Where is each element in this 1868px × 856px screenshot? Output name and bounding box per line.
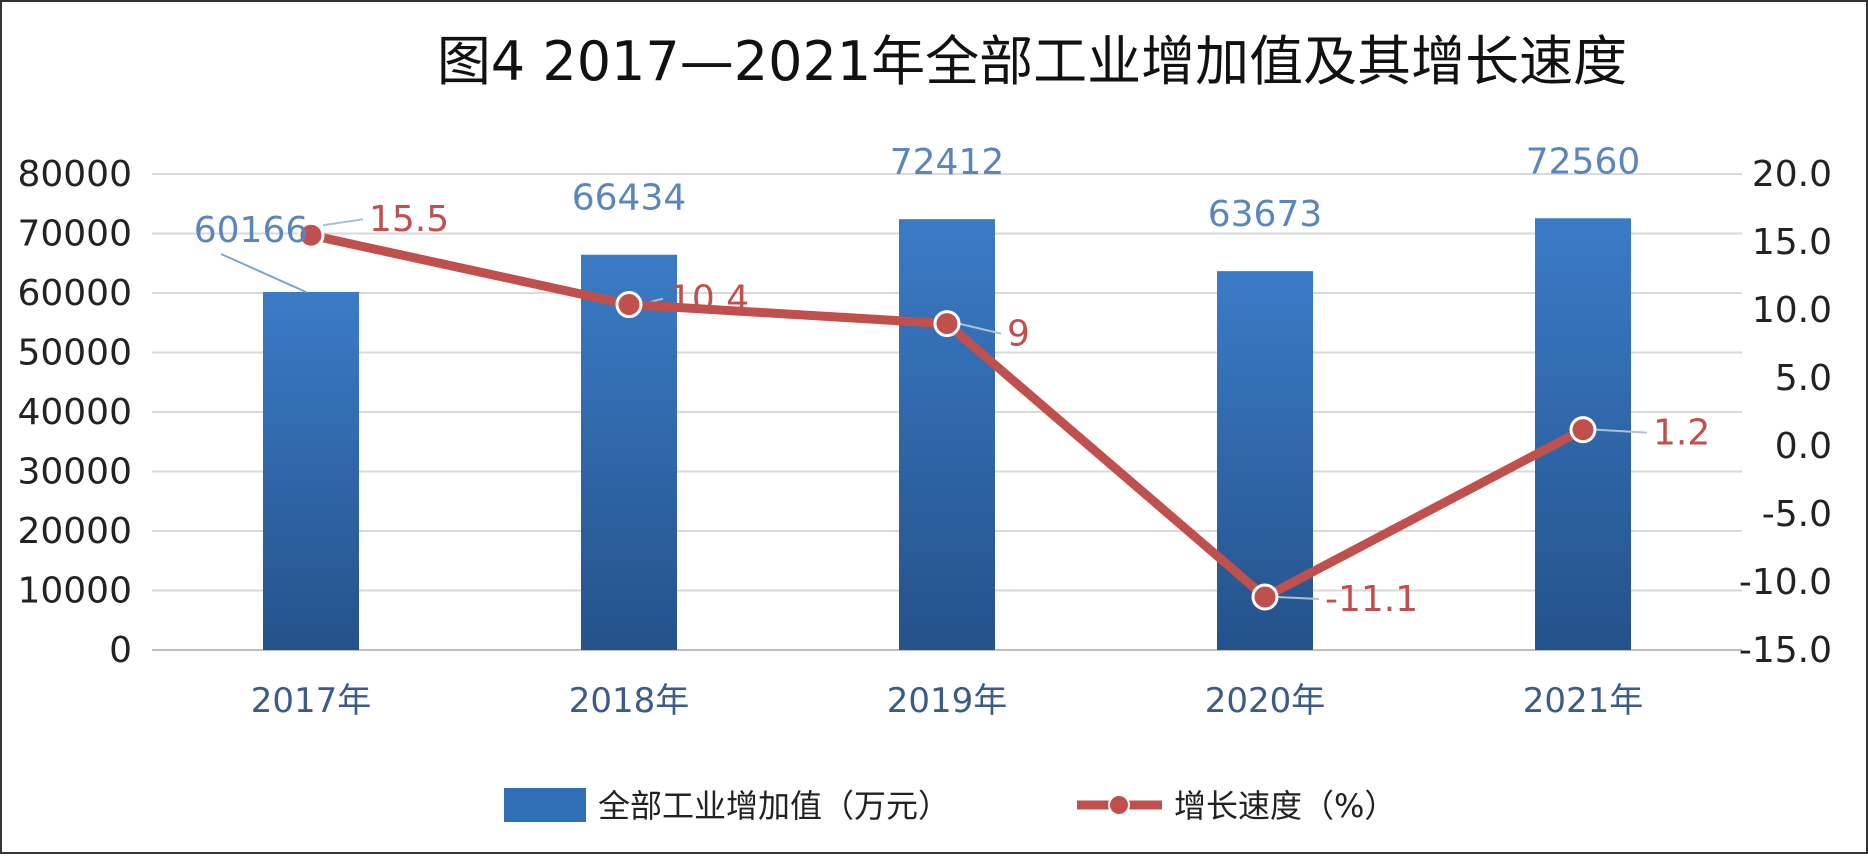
legend-swatch-marker — [1108, 794, 1130, 816]
bars — [263, 218, 1631, 650]
left-axis-ticks: 80000 70000 60000 50000 40000 30000 20000 10000… — [17, 154, 132, 671]
y-left-tick-label: 60000 — [17, 273, 132, 314]
line-value-label: -11.1 — [1325, 579, 1418, 620]
y-left-tick-label: 80000 — [17, 154, 132, 195]
line-point — [297, 221, 325, 249]
legend-label-line: 增长速度（%） — [1174, 787, 1396, 825]
line-value-label: 9 — [1007, 314, 1030, 355]
line-point — [1569, 416, 1597, 444]
bar-value-label: 72412 — [890, 142, 1005, 183]
bar-value-label: 66434 — [572, 178, 687, 219]
y-right-tick-label: 0.0 — [1775, 426, 1832, 467]
y-left-tick-label: 50000 — [17, 333, 132, 374]
bar — [899, 219, 995, 650]
data-labels: 60166 66434 72412 63673 72560 15.5 10.4 9 -11.1 1… — [194, 141, 1711, 620]
line-value-label: 10.4 — [669, 279, 749, 320]
chart-title: 图4 2017—2021年全部工业增加值及其增长速度 — [437, 30, 1627, 93]
y-left-tick-label: 70000 — [17, 214, 132, 255]
y-right-tick-label: 10.0 — [1752, 290, 1832, 331]
line-value-label: 15.5 — [369, 199, 449, 240]
x-tick-label: 2018年 — [569, 681, 690, 721]
bar — [263, 292, 359, 650]
y-left-tick-label: 20000 — [17, 511, 132, 552]
legend-swatch-bar — [504, 788, 586, 822]
legend-label-bar: 全部工业增加值（万元） — [598, 787, 950, 825]
x-tick-label: 2021年 — [1523, 681, 1644, 721]
bar-value-label: 60166 — [194, 210, 309, 251]
y-right-tick-label: -10.0 — [1739, 562, 1832, 603]
y-right-tick-label: 20.0 — [1752, 154, 1832, 195]
legend: 全部工业增加值（万元） 增长速度（%） — [504, 787, 1396, 825]
line-label-leader — [1594, 428, 1648, 434]
line-label-leader — [958, 322, 1002, 335]
x-tick-label: 2020年 — [1205, 681, 1326, 721]
y-right-tick-label: -5.0 — [1762, 494, 1832, 535]
line-label-leader — [1276, 595, 1320, 600]
line-value-label: 1.2 — [1653, 413, 1710, 454]
bar-value-label: 63673 — [1208, 194, 1323, 235]
line-point — [1251, 583, 1279, 611]
right-axis-ticks: 20.0 15.0 10.0 5.0 0.0 -5.0 -10.0 -15.0 — [1739, 154, 1832, 671]
bar — [581, 254, 677, 650]
bar-label-leader — [220, 253, 307, 293]
line-point — [615, 291, 643, 319]
y-left-tick-label: 0 — [109, 630, 132, 671]
y-right-tick-label: -15.0 — [1739, 630, 1832, 671]
y-left-tick-label: 10000 — [17, 571, 132, 612]
y-left-tick-label: 30000 — [17, 452, 132, 493]
x-tick-label: 2019年 — [887, 681, 1008, 721]
bar-value-label: 72560 — [1526, 141, 1641, 182]
x-axis-ticks: 2017年 2018年 2019年 2020年 2021年 — [251, 681, 1644, 721]
line-point — [933, 310, 961, 338]
x-tick-label: 2017年 — [251, 681, 372, 721]
y-right-tick-label: 15.0 — [1752, 222, 1832, 263]
line-label-leader — [322, 218, 364, 227]
y-right-tick-label: 5.0 — [1775, 358, 1832, 399]
growth-line — [297, 221, 1597, 611]
y-left-tick-label: 40000 — [17, 392, 132, 433]
